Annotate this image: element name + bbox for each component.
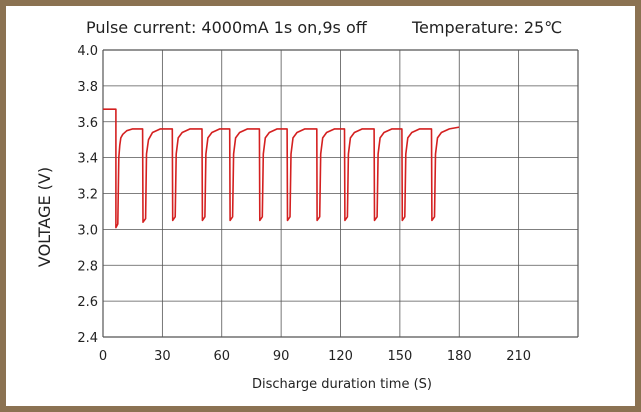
x-tick-label: 150 — [387, 349, 412, 364]
x-tick-label: 90 — [273, 349, 290, 364]
voltage-series-line — [103, 108, 460, 229]
y-tick-labels: 4.0 3.8 3.6 3.4 3.2 3.0 2.8 2.6 2.4 — [77, 44, 98, 346]
grid — [102, 49, 579, 338]
y-tick-label: 3.6 — [77, 116, 98, 131]
chart-title-left: Pulse current: 4000mA 1s on,9s off — [86, 18, 368, 37]
x-tick-label: 60 — [213, 349, 230, 364]
y-tick-label: 3.8 — [77, 80, 98, 95]
y-tick-label: 3.2 — [77, 188, 98, 203]
y-axis-label: VOLTAGE (V) — [35, 167, 54, 267]
x-tick-label: 120 — [328, 349, 353, 364]
y-tick-label: 2.4 — [77, 331, 98, 346]
y-tick-label: 2.8 — [77, 259, 98, 274]
y-tick-label: 4.0 — [77, 44, 98, 59]
y-tick-label: 3.0 — [77, 223, 98, 238]
x-tick-label: 30 — [154, 349, 171, 364]
x-tick-label: 210 — [506, 349, 531, 364]
y-tick-label: 2.6 — [77, 295, 98, 310]
x-axis-label: Discharge duration time (S) — [252, 377, 432, 392]
x-tick-label: 0 — [99, 349, 107, 364]
chart-title-right: Temperature: 25℃ — [411, 18, 562, 37]
series-layer — [103, 108, 460, 229]
x-tick-label: 180 — [447, 349, 472, 364]
y-tick-label: 3.4 — [77, 152, 98, 167]
x-tick-labels: 0 30 60 90 120 150 180 210 — [99, 349, 531, 364]
